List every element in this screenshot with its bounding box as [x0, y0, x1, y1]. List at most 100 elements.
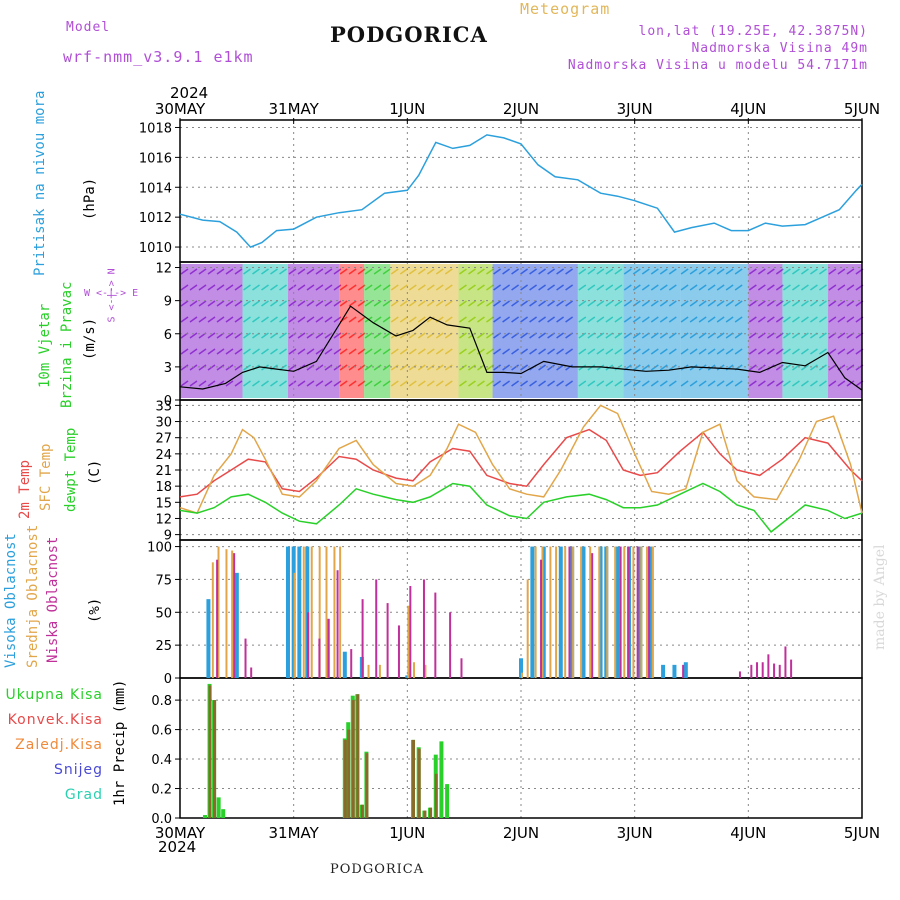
- wind-arrow: [502, 284, 511, 291]
- wind-arrow: [529, 348, 538, 355]
- wind-arrow: [234, 316, 243, 323]
- wind-arrow: [623, 316, 632, 323]
- wind-arrow: [809, 364, 818, 371]
- wind-arrow: [698, 284, 707, 291]
- wind-arrow: [373, 284, 382, 291]
- wind-arrow: [565, 268, 574, 275]
- wind-arrow: [846, 268, 855, 275]
- cloud-mid-bar: [367, 664, 370, 678]
- wind-arrow: [547, 380, 556, 387]
- wind-arrow: [339, 300, 348, 307]
- wind-arrow: [757, 348, 766, 355]
- wind-arrow: [698, 300, 707, 307]
- wind-arrow: [556, 332, 565, 339]
- y-tick-label: 30: [155, 416, 172, 431]
- cloud-low-bar: [784, 646, 787, 678]
- wind-arrow: [565, 284, 574, 291]
- rain-total-bar: [445, 784, 450, 818]
- wind-arrow: [426, 348, 435, 355]
- wind-arrow: [261, 284, 269, 291]
- wind-arrow: [782, 348, 791, 355]
- wind-arrow: [766, 332, 775, 339]
- wind-arrow: [650, 348, 659, 355]
- wind-arrow: [468, 348, 476, 355]
- wind-arrow: [748, 364, 757, 371]
- wind-arrow: [809, 300, 818, 307]
- wind-arrow: [698, 316, 707, 323]
- rain-conv-bar: [351, 700, 355, 818]
- cloud-low-bar: [216, 559, 219, 678]
- wind-arrow: [279, 268, 287, 275]
- wind-arrow: [800, 300, 809, 307]
- wind-arrow: [659, 268, 668, 275]
- wind-arrow: [468, 284, 476, 291]
- wind-arrow: [417, 332, 426, 339]
- wind-arrow: [757, 364, 766, 371]
- wind-arrow: [459, 364, 467, 371]
- wind-arrow: [364, 300, 373, 307]
- wind-arrow: [596, 300, 605, 307]
- y-tick-label: 0.0: [151, 812, 172, 827]
- wind-arrow: [520, 284, 529, 291]
- wind-arrow: [748, 268, 757, 275]
- cloud-mid-bar: [589, 546, 592, 678]
- wind-arrow: [225, 316, 234, 323]
- wind-arrow: [734, 316, 743, 323]
- wind-arrow: [659, 348, 668, 355]
- wind-dir-band: [364, 264, 391, 398]
- wind-arrow: [632, 380, 641, 387]
- legend-total-rain: Ukupna Kisa: [5, 687, 103, 703]
- wind-arrow: [605, 300, 614, 307]
- cloud-mid-bar: [606, 546, 609, 678]
- wind-arrow: [668, 316, 677, 323]
- wind-arrow: [632, 268, 641, 275]
- wind-arrow: [493, 268, 502, 275]
- wind-arrow: [339, 284, 348, 291]
- y-tick-label: 9: [164, 529, 172, 544]
- wind-arrow: [725, 380, 734, 387]
- wind-arrow: [668, 268, 677, 275]
- wind-arrow: [288, 364, 297, 371]
- wind-arrow: [520, 348, 529, 355]
- wind-arrow: [757, 316, 766, 323]
- year-top: 2024: [170, 84, 209, 102]
- wind-arrow: [493, 380, 502, 387]
- wind-arrow: [791, 268, 800, 275]
- wind-arrow: [641, 364, 650, 371]
- y-tick-label: 1010: [139, 241, 172, 256]
- wind-speed-line: [179, 305, 863, 391]
- y-tick-label: 18: [155, 480, 172, 495]
- cloud-low-bar: [460, 658, 463, 678]
- wind-arrow: [502, 268, 511, 275]
- cloud-low-bar: [619, 546, 622, 678]
- wind-arrow: [306, 316, 315, 323]
- wind-arrow: [659, 316, 668, 323]
- cloud-mid-bar: [598, 546, 601, 678]
- wind-arrow: [270, 268, 278, 275]
- wind-arrow: [502, 300, 511, 307]
- wind-arrow: [748, 348, 757, 355]
- wind-arrow: [477, 364, 485, 371]
- wind-arrow: [587, 284, 596, 291]
- wind-arrow: [459, 332, 467, 339]
- wind-arrow: [252, 268, 260, 275]
- wind-arrow: [435, 380, 444, 387]
- wind-arrow: [477, 300, 485, 307]
- wind-arrow: [818, 284, 827, 291]
- cloud-mid-bar: [339, 546, 342, 678]
- wind-arrow: [800, 380, 809, 387]
- y-tick-label: 27: [155, 432, 172, 447]
- wind-arrow: [306, 348, 315, 355]
- wind-arrow: [547, 300, 556, 307]
- rain-total-bar: [221, 809, 226, 818]
- legend-frz-rain: Zaledj.Kisa: [15, 737, 103, 753]
- wind-arrow: [680, 300, 689, 307]
- wind-arrow: [288, 348, 297, 355]
- wind-arrow: [846, 316, 855, 323]
- wind-arrow: [324, 268, 333, 275]
- wind-arrow: [650, 380, 659, 387]
- rain-conv-bar: [356, 694, 360, 818]
- wind-arrow: [426, 300, 435, 307]
- wind-arrow: [775, 348, 784, 355]
- wind-arrow: [297, 332, 306, 339]
